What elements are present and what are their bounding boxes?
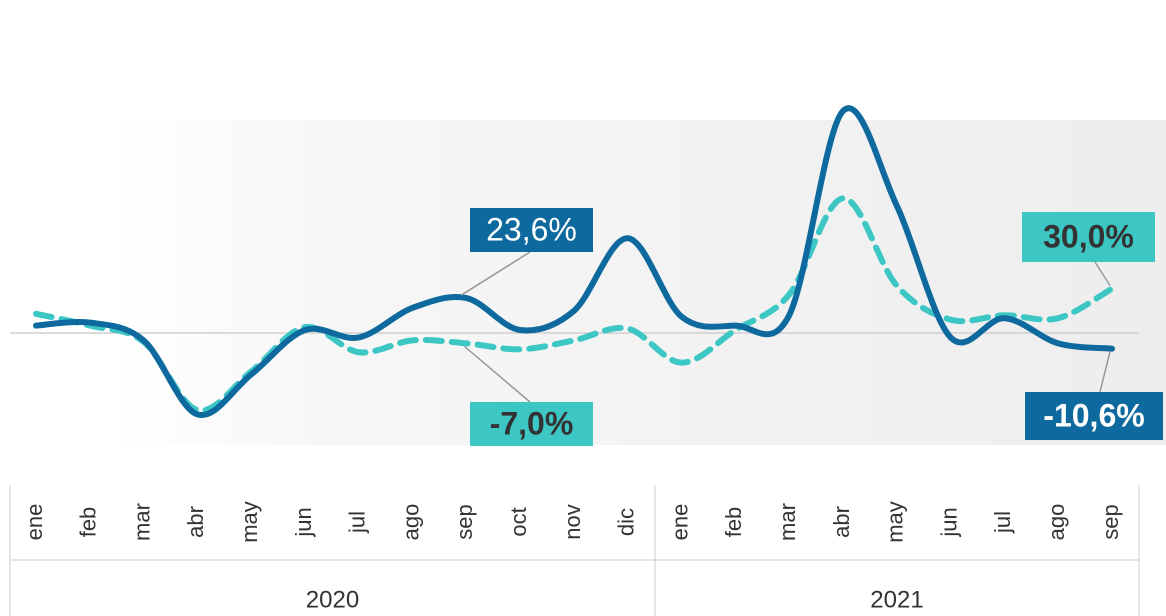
background-photo xyxy=(115,120,1166,445)
data-label: 30,0% xyxy=(1043,218,1134,254)
data-label: 23,6% xyxy=(486,211,577,247)
x-tick-label: jul xyxy=(345,511,370,534)
x-tick-label: ene xyxy=(667,504,692,541)
data-label: -7,0% xyxy=(490,405,574,441)
x-tick-label: jul xyxy=(990,511,1015,534)
x-tick-label: oct xyxy=(506,507,531,536)
x-tick-label: jun xyxy=(936,507,961,537)
chart: ene feb mar abr may jun jul ago sep oct nov dic 2020… xyxy=(0,0,1166,616)
x-tick-label: abr xyxy=(829,506,854,538)
x-tick-label: abr xyxy=(183,506,208,538)
x-tick-label: ago xyxy=(398,504,423,541)
x-tick-label: sep xyxy=(1098,504,1123,539)
year-label: 2021 xyxy=(870,586,923,613)
x-tick-label: dic xyxy=(614,508,639,536)
x-tick-label: nov xyxy=(560,504,585,539)
x-tick-label: mar xyxy=(129,503,154,541)
x-tick-label: feb xyxy=(721,507,746,538)
x-tick-label: feb xyxy=(76,507,101,538)
x-tick-label: mar xyxy=(775,503,800,541)
x-tick-label: jun xyxy=(291,507,316,537)
year-label: 2020 xyxy=(306,586,359,613)
x-tick-label: ago xyxy=(1044,504,1069,541)
data-label: -10,6% xyxy=(1043,397,1144,433)
x-tick-label: sep xyxy=(452,504,477,539)
x-tick-label: ene xyxy=(22,504,47,541)
x-tick-label: may xyxy=(237,501,262,543)
x-tick-label: may xyxy=(883,501,908,543)
